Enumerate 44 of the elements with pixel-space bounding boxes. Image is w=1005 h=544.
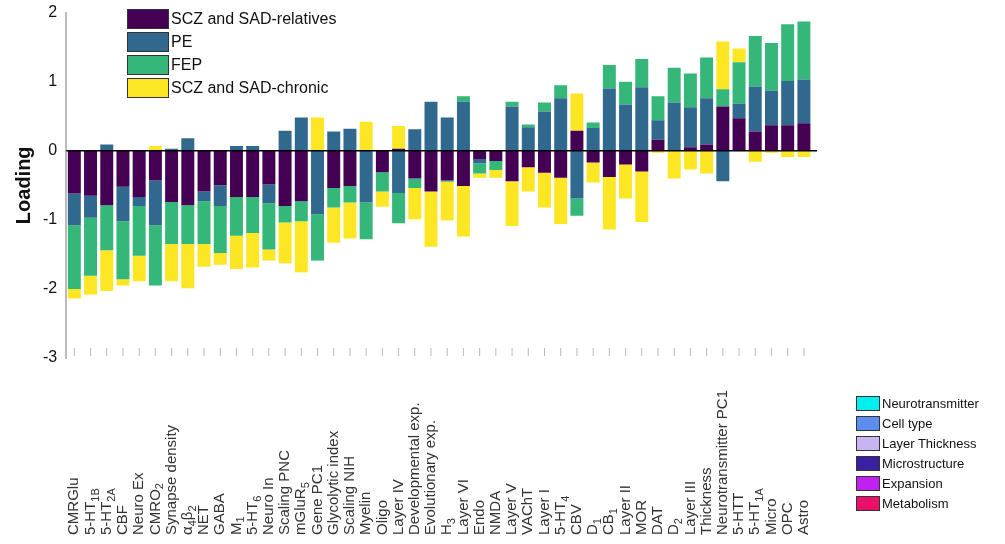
x-tick-label: DAT xyxy=(648,506,666,535)
y-tick-label: 0 xyxy=(48,141,58,159)
x-tick-label: Neurotransmitter PC1 xyxy=(712,389,730,535)
x-tick-label: Astro xyxy=(794,499,812,535)
x-tick-label: M1 xyxy=(226,516,247,535)
x-tick-label: H3 xyxy=(437,518,458,535)
x-tick-label: 5-HTT xyxy=(729,492,747,535)
x-tick-label: NMDA xyxy=(486,490,503,535)
x-tick-label: Layer V xyxy=(502,483,520,535)
x-tick-label: Neuro Ex xyxy=(129,471,147,535)
y-tick-label: 1 xyxy=(48,72,58,90)
y-tick-label: 2 xyxy=(48,3,58,21)
legend-label: SCZ and SAD-chronic xyxy=(171,79,329,97)
x-tick-label: Evolutionary exp. xyxy=(421,419,439,535)
y-tick-label: -1 xyxy=(42,210,58,228)
y-axis-title: Loading xyxy=(11,146,34,225)
x-tick-label: mGluR5 xyxy=(291,482,312,535)
y-tick-label: -2 xyxy=(42,279,58,297)
x-tick-label: Oligo xyxy=(372,499,390,535)
x-tick-label: OPC xyxy=(777,502,795,535)
x-tick-label: D1 xyxy=(583,518,604,535)
y-tick-label: -3 xyxy=(42,348,58,366)
x-tick-label: Layer I xyxy=(534,489,552,535)
legend-label: FEP xyxy=(171,56,203,74)
legend-label: PE xyxy=(171,33,193,51)
x-tick-label: CMRGlu xyxy=(64,477,82,535)
x-tick-label: Glycolytic index xyxy=(323,430,341,535)
x-tick-label: Myelin xyxy=(356,491,374,535)
x-tick-label: CBV xyxy=(567,504,585,535)
x-tick-label: VAChT xyxy=(518,487,536,535)
x-tick-label: D2 xyxy=(664,518,685,535)
category-label: Layer Thickness xyxy=(882,435,977,451)
category-label: Metabolism xyxy=(882,495,949,511)
x-tick-label: Scaling NIH xyxy=(340,455,358,535)
category-label: Microstructure xyxy=(882,455,965,471)
x-tick-label: Scaling PNC xyxy=(275,449,293,535)
x-tick-label: GABA xyxy=(210,493,228,535)
x-tick-label: 5-HT1A xyxy=(745,487,766,535)
legend-label: SCZ and SAD-relatives xyxy=(171,10,337,28)
x-tick-label: CMRO2 xyxy=(145,483,166,535)
x-tick-label: CBF xyxy=(113,505,131,535)
category-label: Neurotransmitter xyxy=(882,395,979,411)
category-label: Expansion xyxy=(882,475,943,491)
category-label: Cell type xyxy=(882,415,933,431)
